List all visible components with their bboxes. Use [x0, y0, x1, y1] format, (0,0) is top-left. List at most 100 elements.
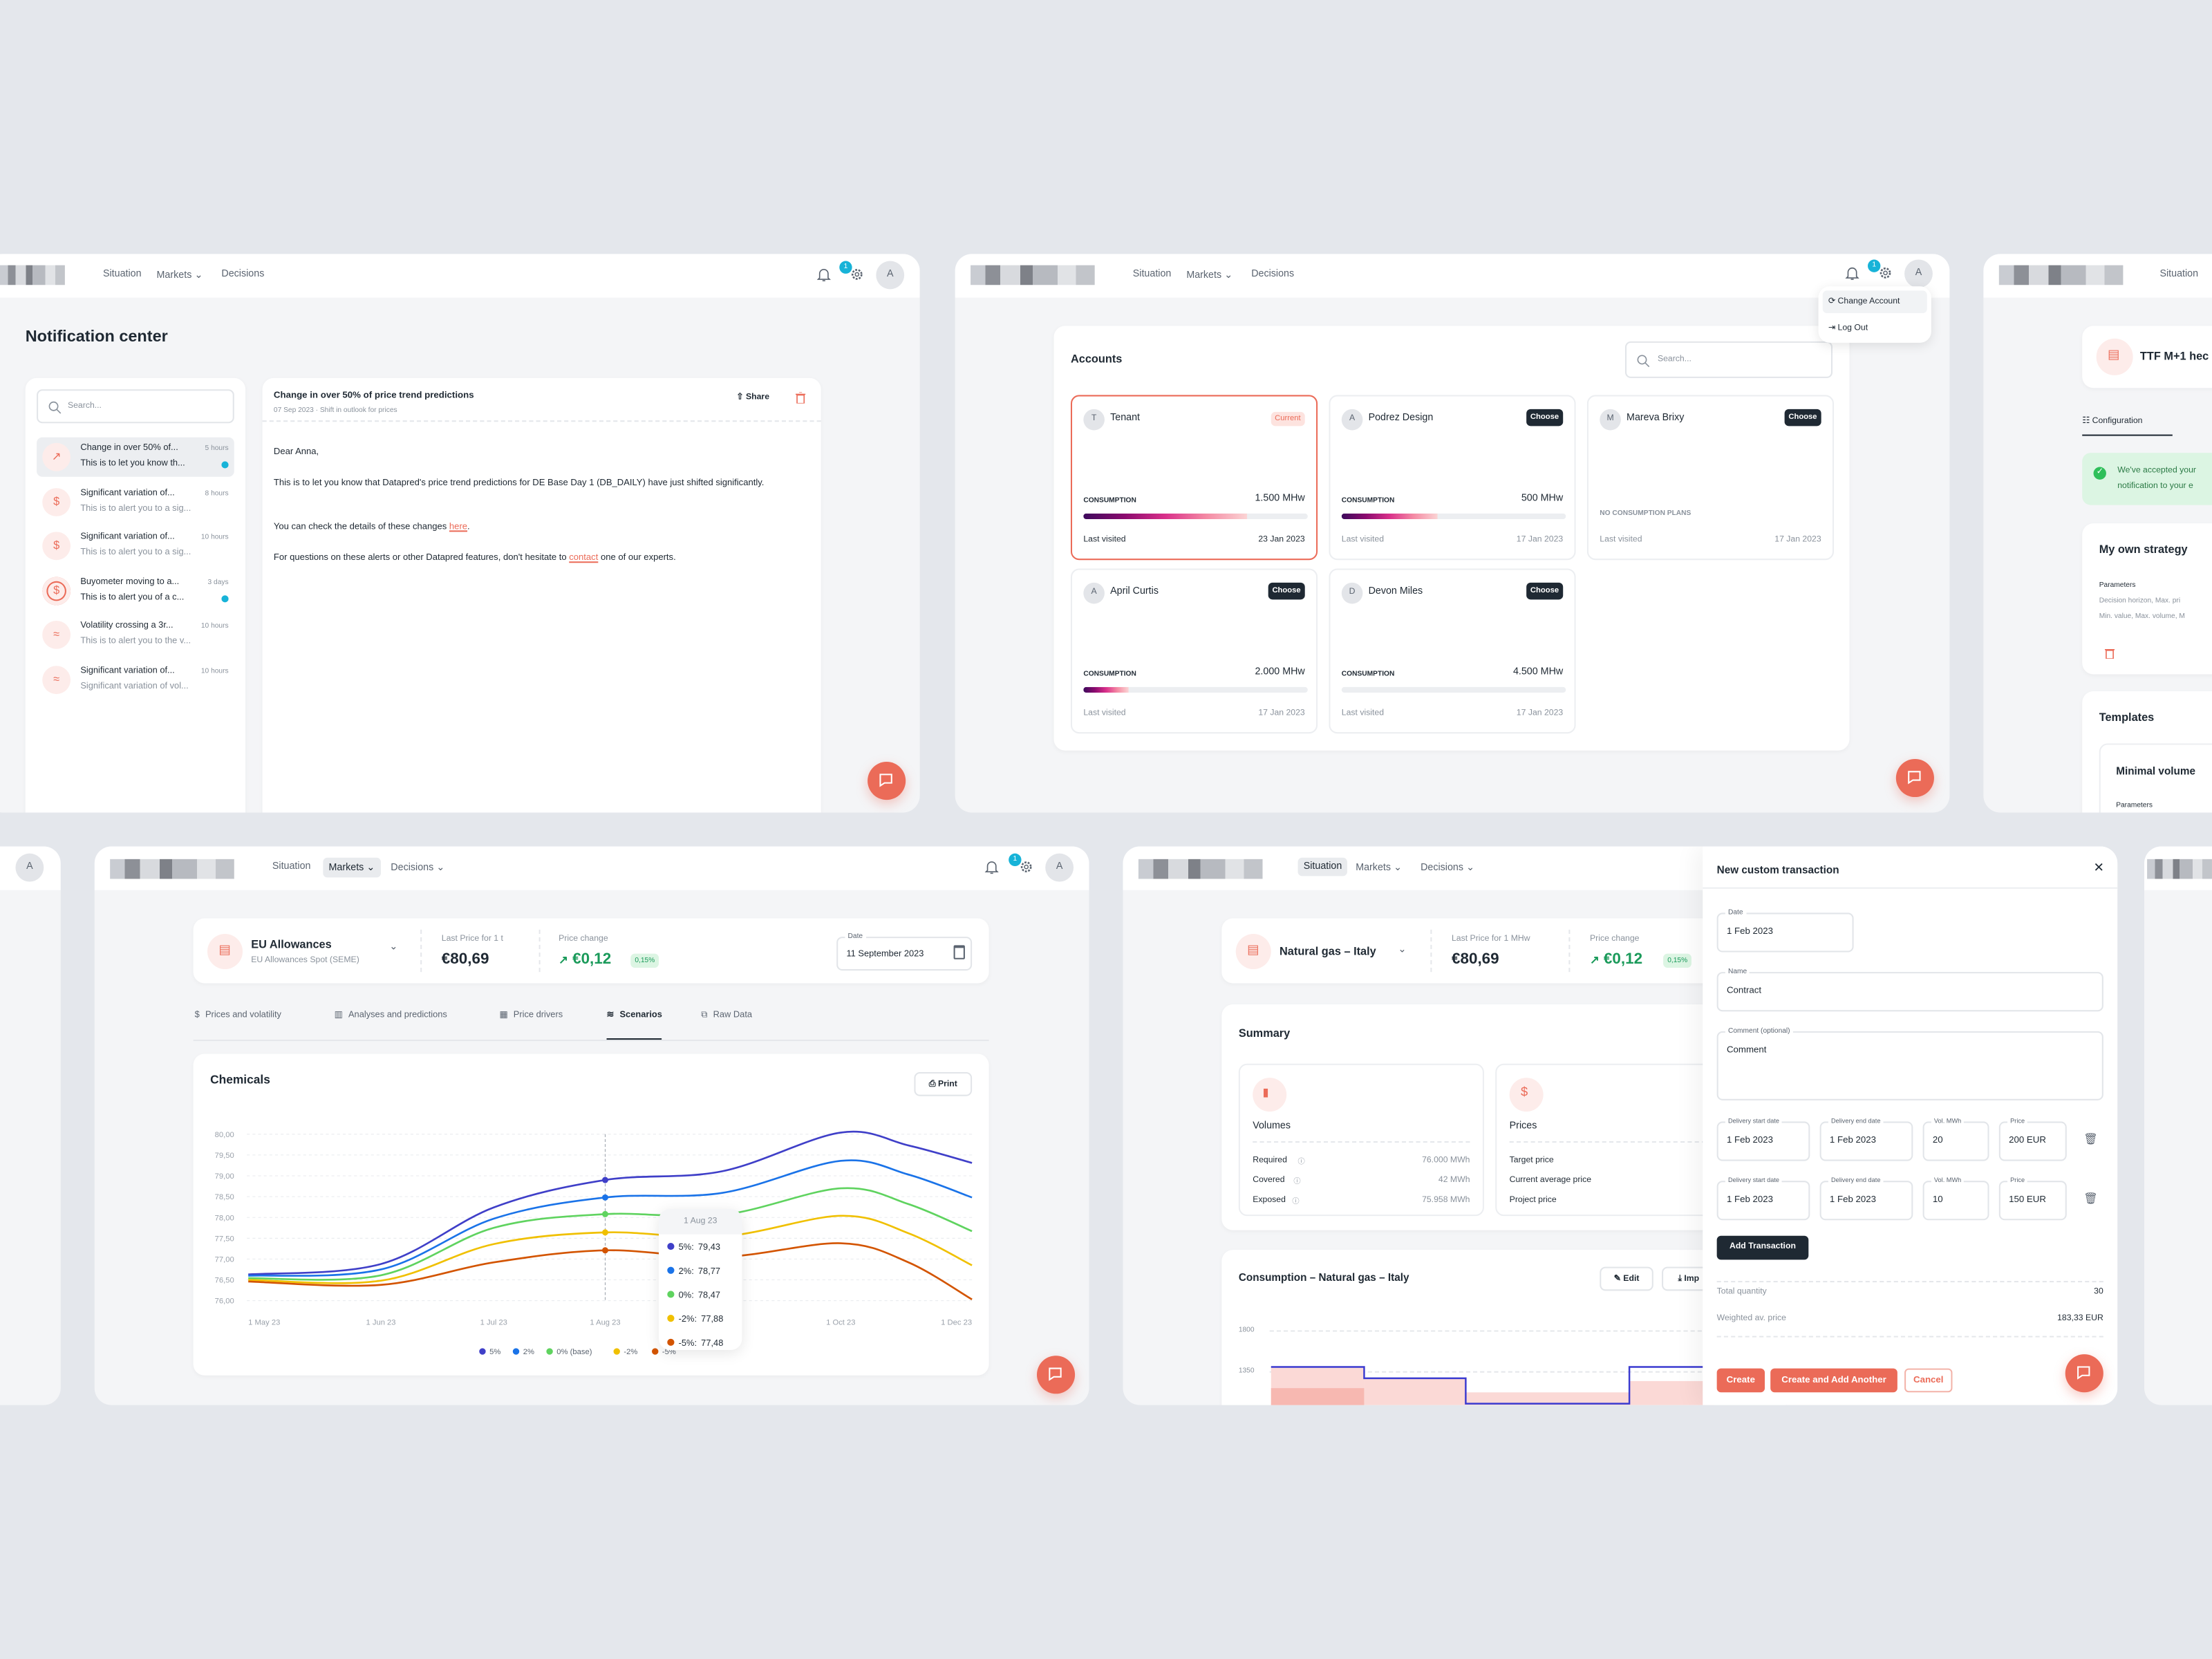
tab-raw-data[interactable]: ⧉ Raw Data — [701, 1010, 752, 1040]
account-card[interactable]: T Tenant Current CONSUMPTION 1.500 MHw Last v… — [1070, 395, 1318, 561]
hover-point[interactable] — [602, 1210, 608, 1217]
nav-markets[interactable]: Markets ⌄ — [1186, 270, 1233, 281]
nav-decisions[interactable]: Decisions ⌄ — [391, 863, 445, 874]
tab-price-drivers[interactable]: ▦ Price drivers — [499, 1010, 563, 1040]
y-tick-label: 76,50 — [215, 1277, 234, 1285]
gear-icon[interactable] — [1877, 265, 1893, 281]
hover-point[interactable] — [602, 1194, 608, 1201]
tab-scenarios[interactable]: ≋ Scenarios — [606, 1010, 662, 1040]
start-field[interactable]: Delivery start date 1 Feb 2023 — [1716, 1117, 1810, 1161]
gear-icon[interactable] — [850, 267, 865, 282]
name-field[interactable]: Name Contract — [1716, 967, 2103, 1012]
gear-icon[interactable] — [1018, 859, 1033, 874]
date-field[interactable]: Date 1 Feb 2023 — [1716, 908, 1854, 953]
share-button[interactable]: ⇧ Share — [736, 393, 770, 402]
trash-icon[interactable] — [796, 392, 806, 404]
choose-button[interactable]: Choose — [1784, 409, 1821, 427]
series-line — [248, 1159, 973, 1277]
legend-label: 2% — [523, 1348, 534, 1356]
notification-item[interactable]: ≈ Significant variation of... 10 hours Sign… — [37, 659, 234, 699]
nav-situation[interactable]: Situation — [1297, 857, 1348, 877]
account-search-input[interactable]: Search... — [1625, 341, 1833, 378]
nav-markets[interactable]: Markets ⌄ — [1356, 863, 1402, 874]
prices-title: Prices — [1509, 1121, 1537, 1132]
chat-button[interactable] — [2065, 1354, 2103, 1393]
consumption-bar — [1629, 1380, 1714, 1405]
price-change-label: Price change — [559, 935, 608, 944]
legend-marker — [613, 1348, 620, 1355]
notification-item[interactable]: ↗ Change in over 50% of... 5 hours This is … — [37, 437, 234, 477]
account-card[interactable]: A April Curtis Choose CONSUMPTION 2.000 MHw L… — [1070, 568, 1318, 734]
avatar[interactable]: A — [1904, 259, 1933, 288]
nav-decisions[interactable]: Decisions — [1251, 269, 1295, 280]
avatar[interactable]: A — [1045, 853, 1074, 882]
asset-dropdown-chevron-icon[interactable]: ⌄ — [389, 942, 398, 953]
comment-field[interactable]: Comment (optional) Comment — [1716, 1027, 2103, 1100]
create-and-add-another-button[interactable]: Create and Add Another — [1770, 1368, 1897, 1393]
notification-item[interactable]: ≈ Volatility crossing a 3r... 10 hours This… — [37, 615, 234, 655]
account-card[interactable]: D Devon Miles Choose CONSUMPTION 4.500 MHw La… — [1329, 568, 1576, 734]
contact-link[interactable]: contact — [569, 552, 599, 563]
bell-icon[interactable] — [816, 267, 831, 283]
price-field[interactable]: Price 150 EUR — [1998, 1177, 2067, 1221]
nav-situation[interactable]: Situation — [2159, 269, 2199, 280]
account-card[interactable]: M Mareva Brixy Choose NO CONSUMPTION PLANS L… — [1586, 395, 1835, 561]
tooltip-marker — [667, 1291, 675, 1298]
menu-log-out[interactable]: ⇥ Log Out — [1828, 324, 1868, 333]
trash-icon[interactable]: 🗑︎ — [2083, 1132, 2098, 1146]
print-button[interactable]: ⎙ Print — [914, 1072, 973, 1096]
logo — [1998, 265, 2124, 285]
nav-decisions[interactable]: Decisions ⌄ — [1421, 863, 1474, 874]
notification-preview: This is to alert you of a c... — [80, 592, 185, 602]
notification-item[interactable]: $ Significant variation of... 8 hours This … — [37, 482, 234, 521]
nav-situation[interactable]: Situation — [272, 861, 311, 872]
nav-markets[interactable]: Markets ⌄ — [323, 857, 381, 878]
consumption-label: CONSUMPTION — [1341, 496, 1395, 505]
consumption-value: 2.000 MHw — [1255, 667, 1305, 677]
hover-point[interactable] — [602, 1247, 608, 1254]
menu-change-account[interactable]: ⟳ Change Account — [1822, 290, 1927, 314]
vol-field[interactable]: Vol. MWh 20 — [1922, 1117, 1989, 1161]
chat-button[interactable] — [1895, 758, 1934, 798]
vol-field[interactable]: Vol. MWh 10 — [1922, 1177, 1989, 1221]
search-input[interactable]: Search... — [37, 389, 234, 424]
trash-icon[interactable] — [2104, 648, 2115, 659]
nav-situation[interactable]: Situation — [1132, 269, 1172, 280]
template-card[interactable]: Minimal volume Parameters — [2099, 743, 2212, 813]
notification-item[interactable]: $ Significant variation of... 10 hours This… — [37, 526, 234, 565]
nav-decisions[interactable]: Decisions — [221, 269, 265, 280]
account-card[interactable]: A Podrez Design Choose CONSUMPTION 500 MHw La… — [1329, 395, 1576, 561]
asset-dropdown-chevron-icon[interactable]: ⌄ — [1398, 945, 1407, 955]
nav-situation[interactable]: Situation — [102, 269, 142, 280]
price-field[interactable]: Price 200 EUR — [1998, 1117, 2067, 1161]
date-picker[interactable]: Date 11 September 2023 — [836, 932, 973, 971]
edit-button[interactable]: ✎ Edit — [1600, 1266, 1653, 1291]
here-link[interactable]: here — [449, 522, 468, 532]
choose-button[interactable]: Choose — [1526, 409, 1564, 427]
create-button[interactable]: Create — [1716, 1368, 1765, 1393]
bell-icon[interactable] — [1845, 265, 1859, 282]
avatar[interactable]: A — [876, 261, 905, 290]
chat-button[interactable] — [1036, 1356, 1076, 1394]
close-icon[interactable]: ✕ — [2093, 860, 2104, 875]
top-nav: A — [0, 846, 61, 890]
cancel-button[interactable]: Cancel — [1904, 1368, 1953, 1393]
consumption-label: CONSUMPTION — [1083, 496, 1136, 505]
trash-icon[interactable]: 🗑︎ — [2083, 1192, 2098, 1205]
tab-configuration[interactable]: ☷ Configuration — [2082, 416, 2173, 436]
end-field[interactable]: Delivery end date 1 Feb 2023 — [1819, 1177, 1913, 1221]
start-field[interactable]: Delivery start date 1 Feb 2023 — [1716, 1177, 1810, 1221]
notification-item[interactable]: $ Buyometer moving to a... 3 days This is t… — [37, 571, 234, 610]
nav-markets[interactable]: Markets ⌄ — [156, 270, 203, 281]
choose-button[interactable]: Choose — [1268, 582, 1305, 600]
hover-point[interactable] — [602, 1177, 608, 1183]
hover-point[interactable] — [602, 1229, 608, 1236]
tab-prices-and-volatility[interactable]: $ Prices and volatility — [195, 1010, 281, 1040]
choose-button[interactable]: Choose — [1526, 582, 1564, 600]
end-field[interactable]: Delivery end date 1 Feb 2023 — [1819, 1117, 1913, 1161]
tab-analyses-and-predictions[interactable]: ▥ Analyses and predictions — [335, 1010, 447, 1040]
chat-button[interactable] — [868, 762, 906, 800]
avatar[interactable]: A — [15, 853, 44, 882]
add-transaction-button[interactable]: Add Transaction — [1716, 1235, 1809, 1260]
bell-icon[interactable] — [984, 859, 999, 876]
